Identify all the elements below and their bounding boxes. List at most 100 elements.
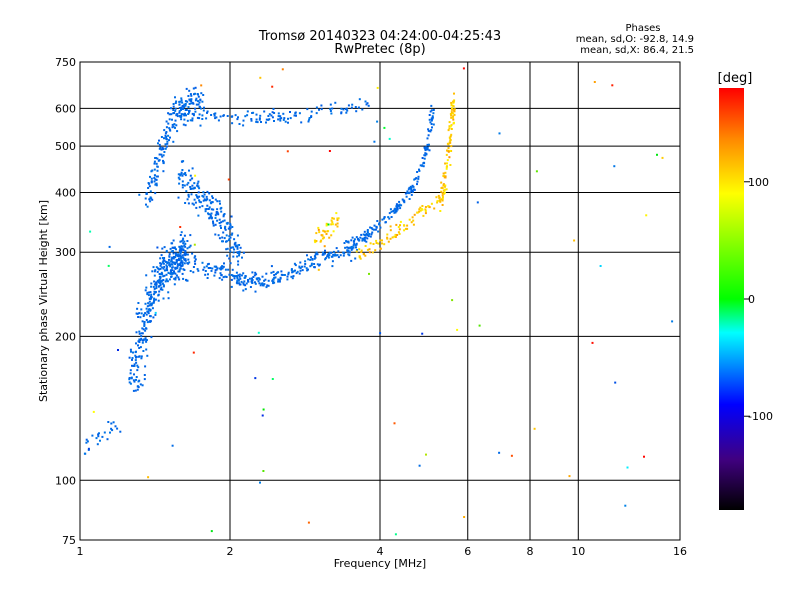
- data-point-o: [194, 110, 197, 113]
- data-point-o: [194, 86, 197, 89]
- data-point-o: [150, 181, 153, 184]
- data-point-x: [389, 229, 392, 232]
- data-point-o: [189, 270, 192, 272]
- noise-point: [476, 201, 479, 204]
- data-point-x: [448, 156, 451, 159]
- data-point-o: [333, 254, 336, 257]
- data-point-o: [272, 270, 275, 273]
- data-point-o: [110, 422, 113, 425]
- data-point-x: [447, 147, 450, 149]
- data-point-o: [242, 251, 245, 254]
- data-point-o: [175, 100, 178, 103]
- data-point-o: [307, 258, 310, 261]
- data-point-o: [236, 234, 239, 237]
- data-point-o: [150, 177, 153, 180]
- data-point-o: [156, 165, 159, 168]
- data-point-o: [183, 103, 186, 106]
- data-point-o: [390, 210, 393, 213]
- data-point-x: [449, 139, 452, 141]
- data-point-o: [271, 111, 274, 114]
- noise-point: [317, 268, 320, 271]
- data-point-o: [210, 212, 213, 215]
- data-point-o: [134, 354, 137, 357]
- data-point-o: [423, 157, 426, 160]
- data-point-o: [158, 273, 161, 275]
- data-point-o: [251, 277, 253, 280]
- data-point-x: [438, 199, 441, 202]
- data-point-o: [265, 118, 268, 121]
- data-point-o: [216, 267, 219, 270]
- data-point-o: [186, 198, 189, 201]
- data-point-o: [163, 246, 166, 249]
- data-point-o: [425, 153, 428, 156]
- data-point-x: [435, 196, 438, 199]
- data-point-o: [91, 434, 94, 437]
- data-point-o: [222, 276, 225, 279]
- data-point-o: [234, 245, 237, 248]
- data-point-o: [271, 278, 274, 281]
- data-point-o: [197, 214, 200, 217]
- data-point-o: [363, 239, 366, 242]
- data-point-o: [182, 249, 185, 251]
- data-point-o: [150, 293, 153, 296]
- data-point-x: [326, 230, 329, 233]
- data-point-o: [347, 253, 350, 256]
- data-point-o: [150, 282, 153, 285]
- data-point-o: [334, 101, 337, 104]
- data-point-o: [153, 274, 156, 277]
- data-point-x: [320, 239, 323, 242]
- data-point-o: [192, 113, 195, 116]
- data-point-o: [366, 237, 369, 240]
- data-point-o: [168, 113, 171, 116]
- data-point-o: [315, 106, 318, 109]
- data-point-o: [426, 146, 429, 149]
- data-point-x: [424, 210, 427, 212]
- data-point-x: [445, 167, 448, 170]
- data-point-x: [433, 207, 436, 210]
- data-point-o: [424, 149, 427, 152]
- data-point-o: [168, 262, 171, 265]
- data-point-x: [331, 217, 334, 220]
- data-point-x: [325, 233, 328, 235]
- data-point-o: [428, 114, 431, 116]
- noise-point: [257, 331, 260, 334]
- data-point-o: [363, 238, 366, 241]
- data-point-o: [155, 281, 158, 284]
- data-point-o: [145, 192, 148, 195]
- data-point-o: [163, 257, 166, 259]
- data-point-o: [167, 261, 170, 264]
- data-point-o: [129, 372, 132, 375]
- data-point-o: [183, 244, 186, 247]
- x-tick-labels: 1 2 4 6 8 10 16: [77, 545, 688, 558]
- data-point-o: [171, 246, 174, 249]
- data-point-o: [160, 263, 163, 266]
- data-point-o: [309, 265, 312, 268]
- data-point-o: [134, 389, 137, 392]
- data-point-o: [390, 216, 393, 218]
- data-point-o: [320, 104, 323, 107]
- data-point-o: [158, 159, 161, 162]
- noise-point: [108, 245, 111, 248]
- data-point-o: [189, 99, 192, 102]
- data-point-o: [204, 273, 207, 276]
- data-point-o: [195, 194, 198, 197]
- data-point-o: [187, 258, 190, 261]
- data-point-x: [450, 116, 453, 119]
- data-point-o: [181, 160, 184, 163]
- data-point-o: [220, 210, 223, 213]
- colorbar-tick-label-0: 0: [748, 293, 755, 306]
- data-point-o: [331, 107, 334, 110]
- data-point-o: [148, 291, 150, 294]
- data-point-o: [306, 254, 308, 257]
- data-point-o: [229, 236, 232, 239]
- data-point-o: [148, 185, 151, 188]
- data-point-o: [185, 87, 188, 90]
- data-point-o: [160, 153, 163, 156]
- noise-point: [383, 126, 386, 129]
- data-point-o: [181, 245, 184, 248]
- data-point-o: [201, 118, 204, 120]
- data-point-o: [324, 257, 327, 260]
- data-point-o: [185, 190, 188, 193]
- data-point-o: [245, 282, 248, 285]
- data-point-o: [238, 283, 241, 286]
